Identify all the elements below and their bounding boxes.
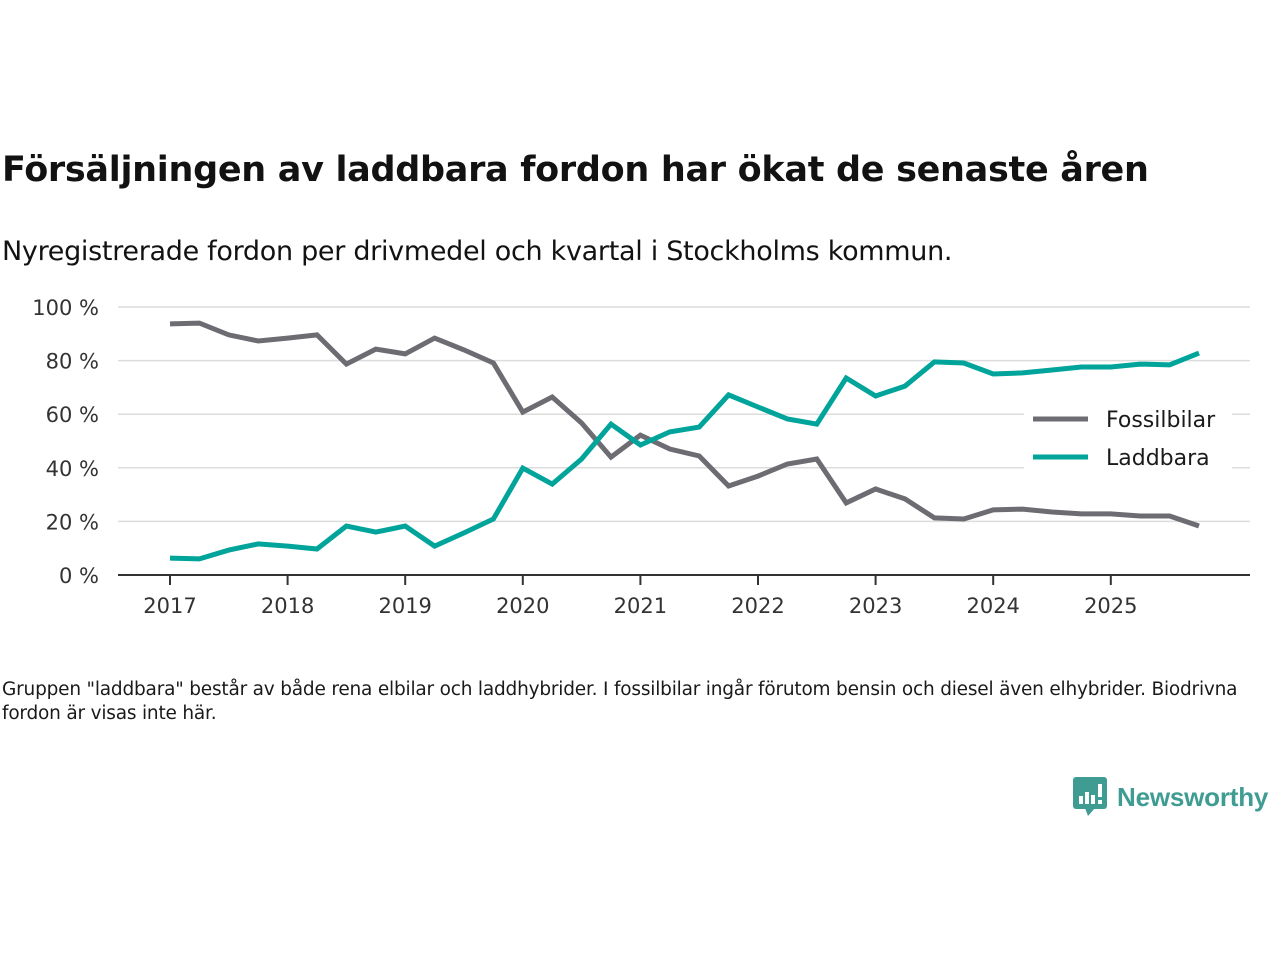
y-tick-label: 0 %	[59, 564, 99, 588]
y-tick-label: 80 %	[46, 350, 99, 374]
x-tick-label: 2023	[849, 594, 902, 618]
legend: Fossilbilar Laddbara	[1024, 400, 1232, 480]
legend-label-laddbara: Laddbara	[1106, 446, 1210, 471]
series-lines	[169, 320, 1200, 562]
y-tick-label: 40 %	[46, 457, 99, 481]
x-tick-label: 2022	[731, 594, 784, 618]
newsworthy-logo: Newsworthy	[1073, 777, 1268, 817]
footnote: Gruppen "laddbara" består av både rena e…	[2, 679, 1238, 724]
x-tick-label: 2021	[614, 594, 667, 618]
x-tick-label: 2018	[261, 594, 314, 618]
legend-background	[1024, 400, 1232, 480]
x-tick-label: 2017	[143, 594, 196, 618]
x-tick-label: 2024	[966, 594, 1019, 618]
line-chart: 0 % 20 % 40 % 60 % 80 % 100 % 2017 2018 2019 202…	[32, 296, 1250, 618]
logo-text: Newsworthy	[1117, 781, 1269, 812]
x-tick-label: 2025	[1084, 594, 1137, 618]
series-line-laddbara	[169, 350, 1200, 562]
y-tick-label: 100 %	[32, 296, 99, 320]
series-line-fossilbilar	[169, 320, 1200, 529]
newsworthy-chart-bubble-icon	[1073, 777, 1107, 816]
x-tick-label: 2020	[496, 594, 549, 618]
chart-subtitle: Nyregistrerade fordon per drivmedel och …	[2, 236, 953, 267]
y-tick-label: 60 %	[46, 403, 99, 427]
chart-title: Försäljningen av laddbara fordon har öka…	[2, 150, 1149, 190]
x-axis: 2017 2018 2019 2020 2021 2022 2023 2024 2025	[118, 574, 1250, 618]
x-tick-label: 2019	[378, 594, 431, 618]
y-tick-label: 20 %	[46, 510, 99, 534]
y-axis: 0 % 20 % 40 % 60 % 80 % 100 %	[32, 296, 99, 588]
legend-label-fossilbilar: Fossilbilar	[1106, 408, 1216, 433]
